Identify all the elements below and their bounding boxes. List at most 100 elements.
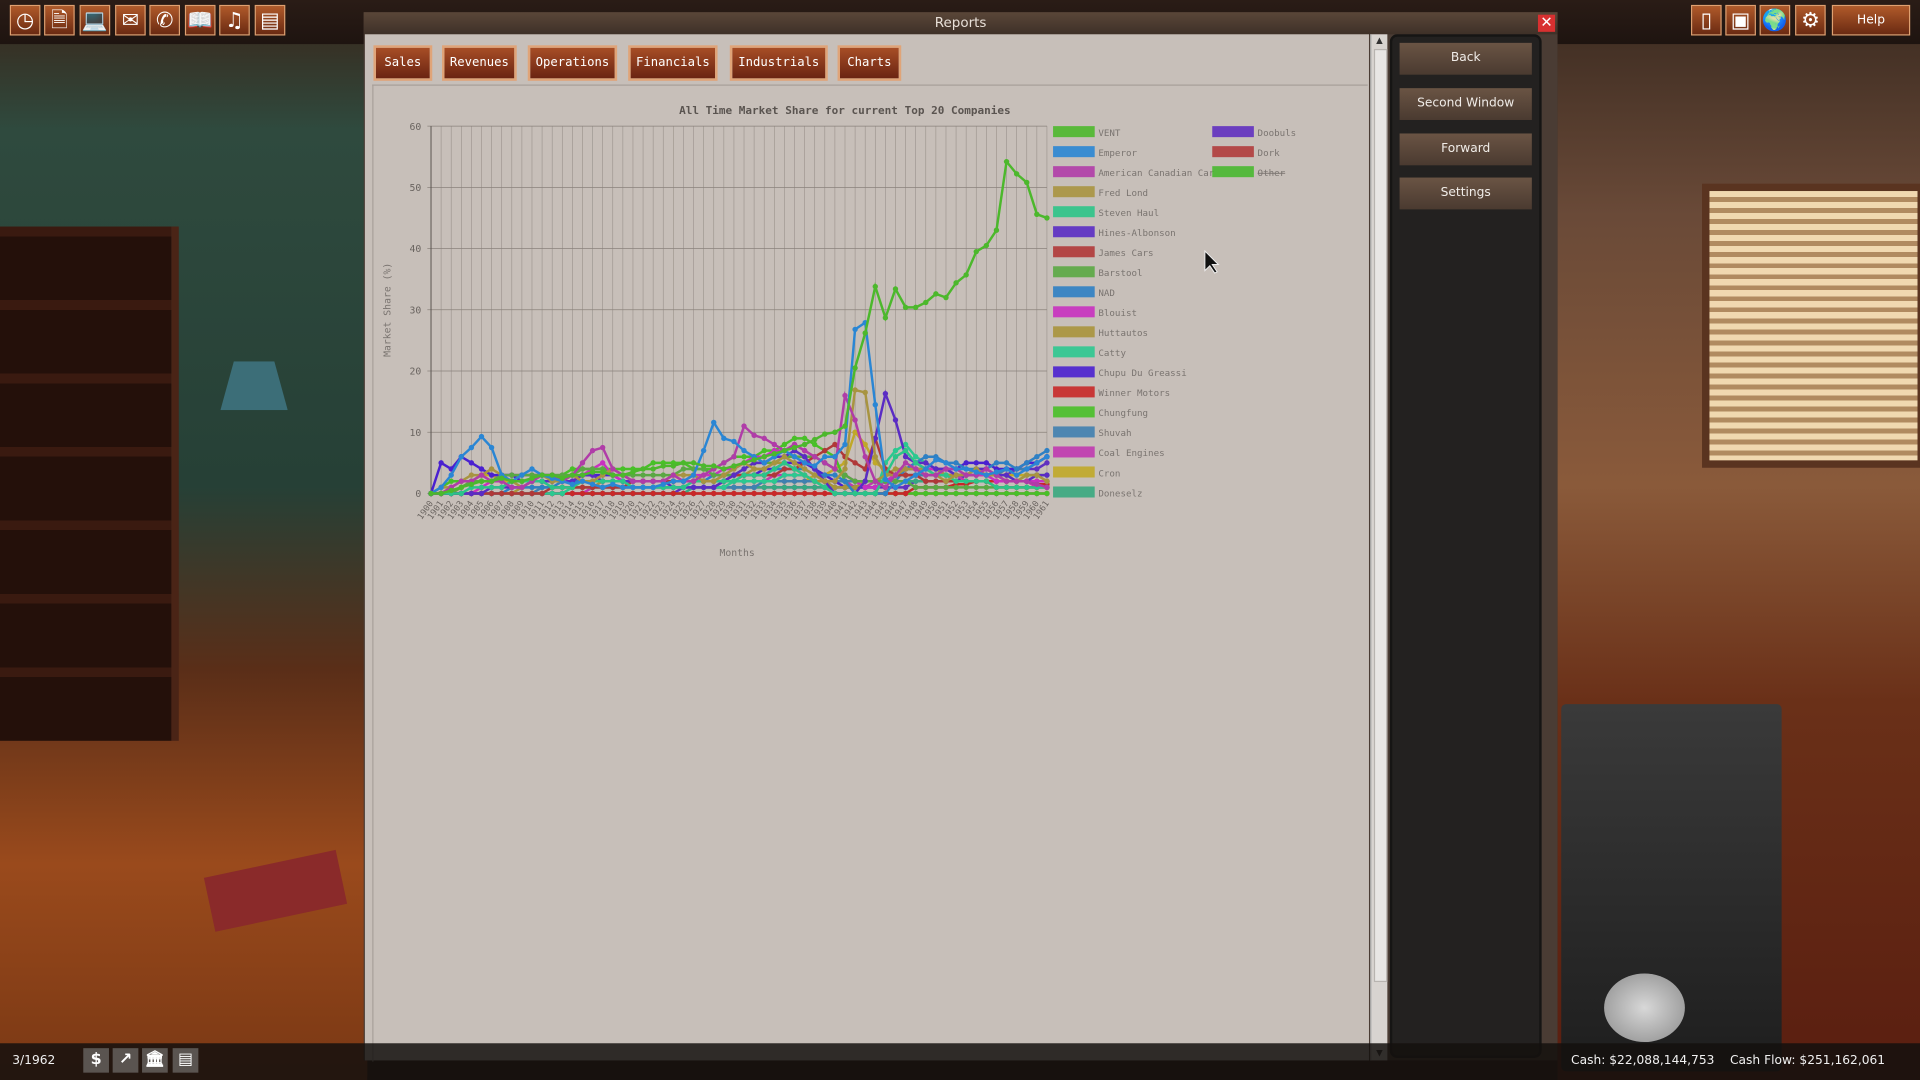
legend-item[interactable]: Chungfung xyxy=(1098,408,1148,419)
legend-swatch[interactable] xyxy=(1053,366,1095,378)
legend-item[interactable]: VENT xyxy=(1098,128,1121,139)
globe-icon[interactable]: 🌍 xyxy=(1759,4,1791,36)
dollar-icon[interactable]: $ xyxy=(83,1048,109,1073)
legend-swatch[interactable] xyxy=(1053,246,1095,258)
bank-icon[interactable]: 🏛 xyxy=(142,1048,168,1073)
tab-sales[interactable]: Sales xyxy=(373,45,433,81)
legend-swatch[interactable] xyxy=(1212,166,1254,178)
legend-swatch[interactable] xyxy=(1053,186,1095,198)
legend-item[interactable]: Winner Motors xyxy=(1098,388,1170,399)
scroll-up-icon[interactable]: ▲ xyxy=(1376,35,1383,46)
legend-item[interactable]: Huttautos xyxy=(1098,328,1148,339)
legend-swatch[interactable] xyxy=(1053,306,1095,318)
back-button[interactable]: Back xyxy=(1399,42,1532,75)
data-point xyxy=(912,466,919,472)
data-point xyxy=(912,478,919,484)
data-point xyxy=(711,484,717,491)
document-icon[interactable]: 🗎 xyxy=(44,4,75,36)
legend-item[interactable]: Doobuls xyxy=(1258,128,1297,139)
window-title[interactable]: Reports xyxy=(363,12,1558,35)
chart-title: All Time Market Share for current Top 20… xyxy=(679,104,1011,117)
book-icon[interactable]: 📖 xyxy=(184,4,216,36)
legend-swatch[interactable] xyxy=(1053,466,1095,478)
legend-item[interactable]: Chupu Du Greassi xyxy=(1098,368,1186,379)
legend-item[interactable]: Fred Lond xyxy=(1098,188,1148,199)
legend-item[interactable]: Emperor xyxy=(1098,148,1137,159)
legend-item[interactable]: Doneselz xyxy=(1098,488,1142,499)
legend-swatch[interactable] xyxy=(1212,126,1254,138)
data-point xyxy=(579,484,586,491)
legend-item[interactable]: NAD xyxy=(1098,288,1115,299)
data-point xyxy=(943,472,949,478)
legend-swatch[interactable] xyxy=(1053,206,1095,218)
legend-swatch[interactable] xyxy=(1053,286,1095,298)
legend-swatch[interactable] xyxy=(1053,126,1095,138)
tab-charts[interactable]: Charts xyxy=(837,45,902,81)
legend-swatch[interactable] xyxy=(1053,426,1095,438)
clock-icon[interactable]: ◷ xyxy=(9,4,41,36)
trend-icon[interactable]: ↗ xyxy=(112,1048,139,1073)
data-point xyxy=(468,460,475,466)
scroll-thumb[interactable] xyxy=(1373,48,1388,983)
data-point xyxy=(963,466,969,472)
legend-swatch[interactable] xyxy=(1053,486,1095,498)
data-point xyxy=(923,466,929,472)
building-icon[interactable]: ▯ xyxy=(1691,4,1722,36)
legend-swatch[interactable] xyxy=(1212,146,1254,158)
data-point xyxy=(801,478,808,484)
close-icon[interactable]: ✕ xyxy=(1537,14,1556,32)
status-bar: 3/1962 $ ↗ 🏛 ▤ Cash: $22,088,144,753 Cas… xyxy=(0,1043,1920,1080)
tab-financials[interactable]: Financials xyxy=(628,45,718,81)
safe-icon[interactable]: ▣ xyxy=(1725,4,1756,36)
data-point xyxy=(983,466,990,472)
data-point xyxy=(953,484,959,491)
data-point xyxy=(741,466,747,472)
money-stack-icon[interactable]: ▤ xyxy=(254,4,286,36)
computer-icon[interactable]: 💻 xyxy=(79,4,111,36)
data-point xyxy=(933,472,939,478)
legend-item[interactable]: Blouist xyxy=(1098,308,1137,319)
legend-swatch[interactable] xyxy=(1053,266,1095,278)
data-point xyxy=(862,484,868,491)
vertical-scrollbar[interactable]: ▲ ▼ xyxy=(1370,34,1388,1061)
legend-swatch[interactable] xyxy=(1053,386,1095,398)
gear-icon[interactable]: ⚙ xyxy=(1795,4,1826,36)
data-point xyxy=(791,435,798,442)
data-point xyxy=(852,387,858,393)
mail-icon[interactable]: ✉ xyxy=(115,4,146,36)
bill-icon[interactable]: ▤ xyxy=(172,1048,199,1073)
tab-operations[interactable]: Operations xyxy=(527,45,618,81)
music-icon[interactable]: ♫ xyxy=(219,4,250,36)
legend-item[interactable]: Cron xyxy=(1098,468,1120,479)
legend-item[interactable]: Coal Engines xyxy=(1098,448,1164,459)
legend-item[interactable]: Dork xyxy=(1258,148,1281,159)
legend-swatch[interactable] xyxy=(1053,146,1095,158)
legend-item[interactable]: James Cars xyxy=(1098,248,1153,259)
legend-item[interactable]: Catty xyxy=(1098,348,1126,359)
safe-dial[interactable] xyxy=(1604,973,1685,1043)
help-button[interactable]: Help xyxy=(1831,4,1911,36)
legend-swatch[interactable] xyxy=(1053,166,1095,178)
legend-item[interactable]: Steven Haul xyxy=(1098,208,1159,219)
legend-swatch[interactable] xyxy=(1053,446,1095,458)
forward-button[interactable]: Forward xyxy=(1399,133,1532,166)
legend-item[interactable]: Barstool xyxy=(1098,268,1142,279)
legend-item[interactable]: American Canadian Car xyxy=(1098,168,1214,179)
tab-revenues[interactable]: Revenues xyxy=(442,45,517,81)
phone-icon[interactable]: ✆ xyxy=(149,4,181,36)
legend-swatch[interactable] xyxy=(1053,226,1095,238)
data-point xyxy=(711,478,717,484)
data-point xyxy=(882,315,889,321)
second-window-button[interactable]: Second Window xyxy=(1399,88,1532,121)
data-point xyxy=(711,472,717,478)
legend-item[interactable]: Hines-Albonson xyxy=(1098,228,1175,239)
legend-item[interactable]: Shuvah xyxy=(1098,428,1131,439)
legend-swatch[interactable] xyxy=(1053,346,1095,358)
legend-swatch[interactable] xyxy=(1053,406,1095,418)
data-point xyxy=(862,330,868,336)
legend-item[interactable]: Other xyxy=(1258,168,1286,179)
data-point xyxy=(852,417,858,423)
settings-button[interactable]: Settings xyxy=(1399,177,1532,210)
tab-industrials[interactable]: Industrials xyxy=(729,45,828,81)
legend-swatch[interactable] xyxy=(1053,326,1095,338)
